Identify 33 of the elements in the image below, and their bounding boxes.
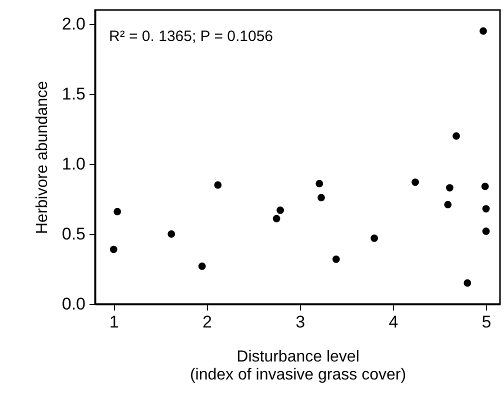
x-tick-label: 2: [202, 312, 212, 332]
x-tick-label: 5: [482, 312, 492, 332]
point: [480, 27, 487, 35]
point: [332, 256, 340, 263]
point: [272, 214, 280, 222]
y-axis-title: Herbivore abundance: [34, 80, 51, 234]
x-tick-label: 3: [296, 312, 306, 332]
point: [168, 230, 176, 238]
point: [318, 194, 325, 202]
y-tick-label: 2.0: [62, 14, 86, 34]
point: [444, 200, 452, 208]
point: [446, 184, 454, 192]
point: [482, 205, 490, 212]
x-tick-label: 1: [109, 312, 119, 332]
point: [110, 246, 118, 254]
y-tick-label: 0.0: [62, 294, 86, 314]
point: [316, 180, 324, 188]
point: [198, 262, 206, 270]
annotation: R² = 0. 1365; P = 0.1056: [109, 28, 274, 45]
point: [452, 132, 460, 140]
point: [370, 234, 378, 242]
point: [481, 182, 489, 190]
point: [482, 228, 490, 235]
point: [214, 181, 222, 189]
y-tick-label: 1.0: [62, 154, 86, 174]
point: [464, 279, 472, 287]
x-tick-label: 4: [388, 312, 398, 332]
point: [114, 208, 122, 216]
y-tick-label: 0.5: [62, 224, 86, 244]
point: [412, 178, 419, 186]
point: [276, 206, 284, 214]
x-axis-title: Disturbance level (index of invasive grass cover): [190, 348, 406, 384]
y-tick-label: 1.5: [62, 84, 86, 104]
